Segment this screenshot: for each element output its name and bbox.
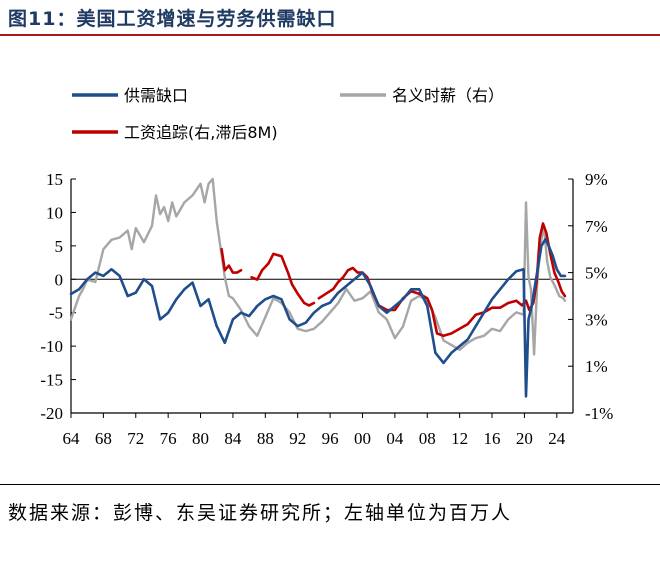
y-left-tick-label: 0 — [55, 270, 64, 289]
x-tick-label: 76 — [160, 429, 177, 448]
chart-series — [69, 177, 567, 398]
x-tick-label: 24 — [548, 429, 566, 448]
y-right-tick-label: 7% — [585, 217, 608, 236]
x-tick-label: 12 — [451, 429, 468, 448]
series-line-wage — [69, 177, 567, 356]
x-tick-label: 16 — [484, 429, 501, 448]
legend-label-wage: 名义时薪（右） — [392, 86, 504, 105]
figure-header: 图11：美国工资增速与劳务供需缺口 — [0, 0, 660, 36]
x-tick-label: 04 — [386, 429, 404, 448]
line-chart: 供需缺口 名义时薪（右） 工资追踪(右,滞后8M) 15 10 5 0 -5 -10 -15… — [40, 86, 613, 448]
x-tick-label: 84 — [224, 429, 242, 448]
x-tick-label: 68 — [95, 429, 112, 448]
x-tick-label: 08 — [419, 429, 436, 448]
series-line-gap — [69, 237, 567, 398]
y-left-tick-label: 5 — [55, 237, 64, 256]
x-tick-label: 64 — [63, 429, 81, 448]
y-right-tick-label: 9% — [585, 170, 608, 189]
y-right-tick-label: 1% — [585, 357, 608, 376]
y-right-tick-label: 3% — [585, 310, 608, 329]
y-right-tick-label: -1% — [585, 404, 613, 423]
y-left-tick-label: -10 — [40, 337, 63, 356]
chart-legend: 供需缺口 名义时薪（右） 工资追踪(右,滞后8M) — [72, 86, 504, 142]
legend-label-gap: 供需缺口 — [124, 86, 188, 105]
y-left-tick-label: 15 — [46, 170, 63, 189]
x-tick-label: 88 — [257, 429, 274, 448]
y-right-tick-label: 5% — [585, 264, 608, 283]
x-tick-label: 80 — [192, 429, 209, 448]
x-tick-label: 72 — [127, 429, 144, 448]
legend-label-tracker: 工资追踪(右,滞后8M) — [124, 123, 278, 142]
chart-area: 供需缺口 名义时薪（右） 工资追踪(右,滞后8M) 15 10 5 0 -5 -10 -15… — [0, 36, 660, 480]
figure-title: 图11：美国工资增速与劳务供需缺口 — [8, 8, 337, 30]
series-line-tracker — [220, 222, 567, 338]
figure-footer: 数据来源：彭博、东吴证券研究所；左轴单位为百万人 — [0, 484, 660, 569]
chart-axes: 15 10 5 0 -5 -10 -15 -20 9% 7% 5% 3% 1% -1% 64 68 72 76 80… — [40, 170, 613, 448]
y-left-tick-label: 10 — [46, 203, 63, 222]
footer-rule — [0, 484, 660, 485]
x-tick-label: 20 — [516, 429, 533, 448]
x-tick-label: 96 — [322, 429, 339, 448]
x-tick-label: 00 — [354, 429, 371, 448]
source-note: 数据来源：彭博、东吴证券研究所；左轴单位为百万人 — [8, 502, 513, 524]
x-tick-label: 92 — [289, 429, 306, 448]
y-left-tick-label: -20 — [40, 404, 63, 423]
header-rule — [0, 34, 660, 36]
y-left-tick-label: -15 — [40, 371, 63, 390]
y-left-tick-label: -5 — [49, 304, 63, 323]
